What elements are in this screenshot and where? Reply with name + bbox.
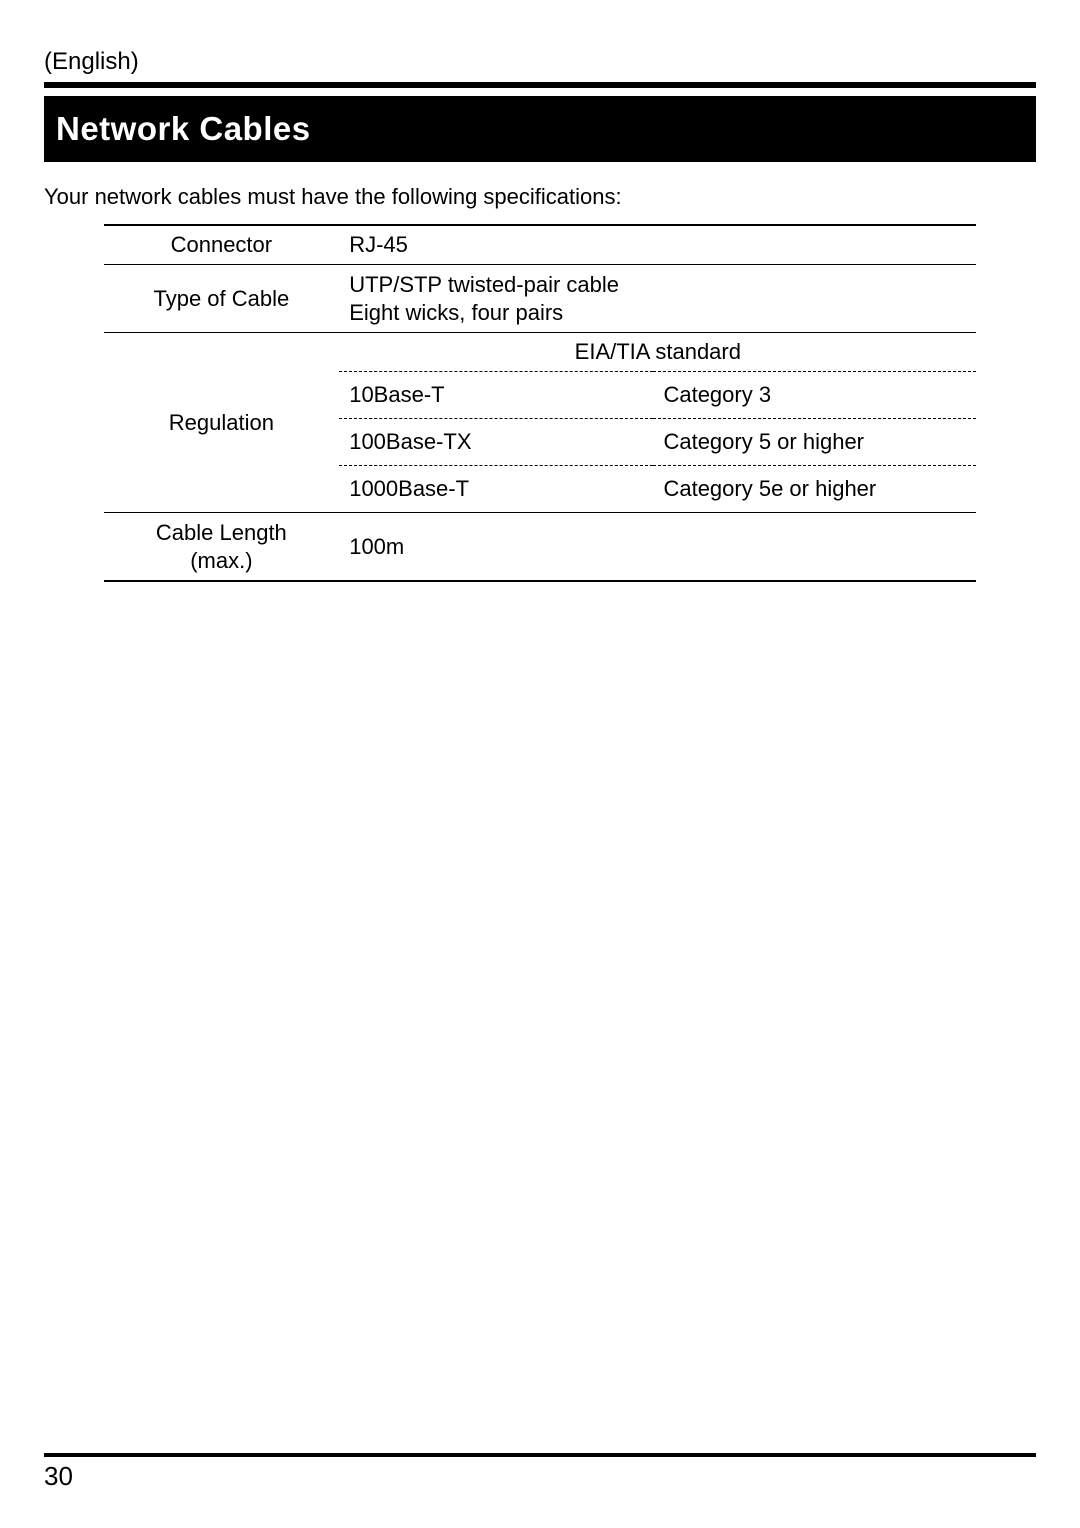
cell-cable-length-value: 100m [339,513,976,582]
spec-table: Connector RJ-45 Type of Cable UTP/STP tw… [104,224,977,582]
cable-length-label-line2: (max.) [190,548,252,573]
row-cable-type: Type of Cable UTP/STP twisted-pair cable… [104,265,977,333]
row-cable-length: Cable Length (max.) 100m [104,513,977,582]
header-rule [44,82,1036,88]
cell-cable-type-label: Type of Cable [104,265,340,333]
cell-reg-2-category: Category 5e or higher [653,466,976,513]
cell-connector-value: RJ-45 [339,225,976,265]
cable-length-label-line1: Cable Length [156,520,287,545]
row-regulation-header: Regulation EIA/TIA standard [104,333,977,372]
cable-type-line1: UTP/STP twisted-pair cable [349,272,619,297]
cell-reg-0-category: Category 3 [653,372,976,419]
row-connector: Connector RJ-45 [104,225,977,265]
page: (English) Network Cables Your network ca… [0,0,1080,1528]
cell-regulation-label: Regulation [104,333,340,513]
cell-reg-1-speed: 100Base-TX [339,419,653,466]
language-label: (English) [44,48,1036,76]
cell-reg-2-speed: 1000Base-T [339,466,653,513]
intro-text: Your network cables must have the follow… [44,184,1036,210]
cell-reg-0-speed: 10Base-T [339,372,653,419]
cell-connector-label: Connector [104,225,340,265]
footer-rule [44,1453,1036,1457]
cell-standard-header: EIA/TIA standard [339,333,976,372]
section-title: Network Cables [44,96,1036,162]
page-number: 30 [44,1461,1036,1492]
cell-reg-1-category: Category 5 or higher [653,419,976,466]
cell-cable-length-label: Cable Length (max.) [104,513,340,582]
cell-cable-type-value: UTP/STP twisted-pair cable Eight wicks, … [339,265,976,333]
page-footer: 30 [44,1453,1036,1492]
cable-type-line2: Eight wicks, four pairs [349,300,563,325]
